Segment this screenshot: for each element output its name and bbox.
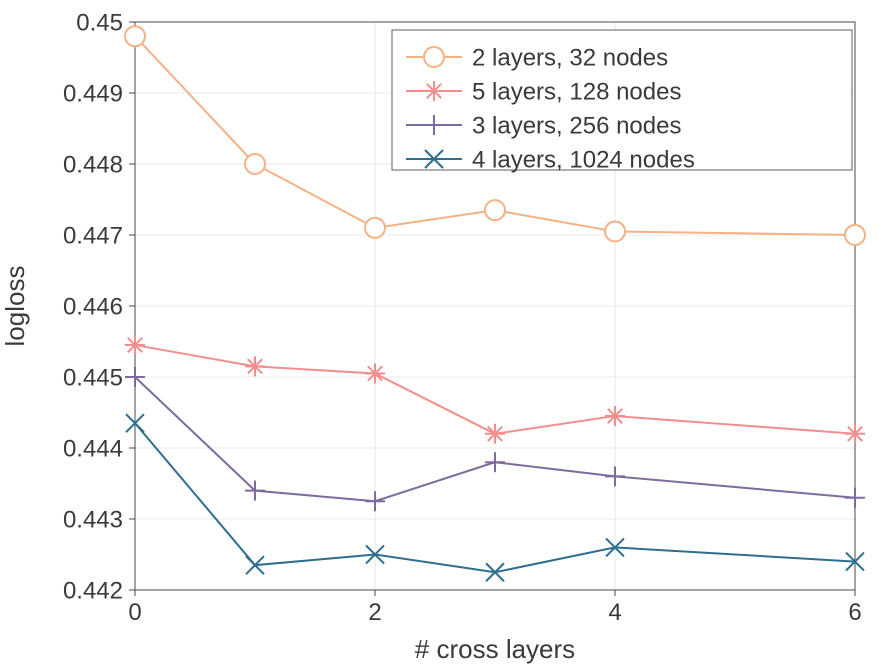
legend-label: 4 layers, 1024 nodes (472, 146, 695, 173)
ytick-label: 0.443 (63, 506, 123, 533)
legend-label: 5 layers, 128 nodes (472, 78, 681, 105)
ytick-label: 0.445 (63, 364, 123, 391)
ytick-label: 0.442 (63, 577, 123, 604)
ytick-label: 0.444 (63, 435, 123, 462)
marker-circle (365, 218, 385, 238)
marker-circle (245, 154, 265, 174)
marker-circle (485, 200, 505, 220)
xtick-label: 2 (368, 599, 381, 626)
xtick-label: 0 (128, 599, 141, 626)
xtick-label: 4 (608, 599, 621, 626)
line-chart: 0 2 4 6 0.442 0.443 0.444 0.445 0.446 0.447 0.448 0… (0, 0, 882, 670)
marker-circle (605, 221, 625, 241)
ytick-label: 0.45 (76, 9, 123, 36)
ytick-label: 0.448 (63, 151, 123, 178)
chart-svg: 0 2 4 6 0.442 0.443 0.444 0.445 0.446 0.447 0.448 0… (0, 0, 882, 670)
ytick-label: 0.449 (63, 80, 123, 107)
legend: 2 layers, 32 nodes 5 layers, 128 nodes 3 l… (392, 30, 852, 173)
legend-label: 3 layers, 256 nodes (472, 112, 681, 139)
y-axis-label: logloss (0, 266, 30, 347)
xtick-label: 6 (848, 599, 861, 626)
marker-circle (845, 225, 865, 245)
x-axis-label: # cross layers (415, 634, 575, 664)
ytick-label: 0.447 (63, 222, 123, 249)
marker-circle (125, 26, 145, 46)
legend-label: 2 layers, 32 nodes (472, 44, 668, 71)
marker-circle (424, 47, 444, 67)
ytick-label: 0.446 (63, 293, 123, 320)
